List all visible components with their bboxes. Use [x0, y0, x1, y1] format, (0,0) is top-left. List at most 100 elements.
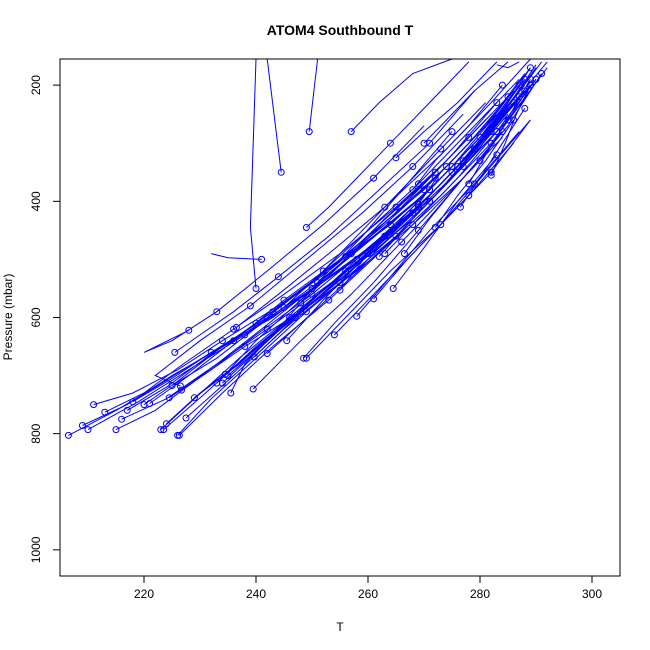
data-point	[493, 99, 501, 107]
data-point	[252, 285, 260, 292]
data-point	[64, 431, 72, 439]
series-profile	[305, 58, 319, 136]
y-axis-label: Pressure (mbar)	[1, 274, 15, 361]
series-line	[249, 58, 257, 289]
data-point	[171, 348, 179, 356]
series-line	[283, 78, 520, 308]
data-point	[246, 302, 254, 310]
data-point	[538, 70, 546, 77]
series-profile	[476, 75, 534, 165]
data-point	[160, 426, 168, 434]
series-line	[306, 119, 531, 359]
series-line	[104, 113, 492, 413]
data-point	[118, 415, 126, 423]
data-point	[526, 81, 534, 89]
series-line	[308, 58, 319, 132]
data-point	[182, 414, 190, 422]
series-profile	[143, 125, 425, 353]
data-point	[305, 128, 313, 136]
data-point	[178, 386, 185, 394]
series-line	[345, 90, 514, 257]
data-point	[420, 139, 428, 147]
data-point	[381, 203, 389, 211]
data-point	[370, 244, 378, 252]
series-line	[143, 125, 425, 353]
plot-frame	[59, 58, 621, 577]
series-profile	[496, 61, 520, 69]
data-point	[448, 128, 456, 136]
data-point	[414, 200, 422, 208]
data-point	[381, 232, 389, 240]
series-profile	[154, 113, 464, 390]
data-point	[84, 426, 92, 434]
series-profile	[319, 102, 486, 275]
data-point	[218, 379, 226, 387]
data-point	[330, 331, 338, 339]
data-point	[319, 267, 327, 275]
data-point	[370, 295, 378, 303]
data-point	[185, 326, 193, 334]
data-point	[123, 406, 131, 414]
data-point	[448, 163, 456, 170]
series-line	[496, 61, 520, 69]
data-point	[353, 312, 361, 320]
data-point	[465, 133, 473, 141]
x-axis-label: T	[336, 620, 344, 634]
series-profile	[456, 104, 529, 211]
data-point	[297, 299, 305, 307]
x-tick-label: 300	[582, 587, 602, 601]
series-line	[423, 61, 509, 144]
series-line	[216, 102, 514, 384]
data-point	[521, 104, 529, 112]
data-point	[426, 186, 434, 194]
series-line	[211, 253, 262, 260]
series-profile	[420, 61, 509, 147]
data-point	[302, 354, 310, 362]
series-profile	[336, 113, 498, 294]
chart-title: ATOM4 Southbound T	[267, 22, 414, 38]
series-profile	[171, 90, 475, 356]
data-point	[277, 168, 285, 176]
data-point	[129, 398, 137, 406]
data-point	[437, 145, 445, 153]
data-point	[218, 337, 226, 345]
data-point	[487, 168, 495, 176]
data-point	[308, 285, 316, 292]
series-line	[154, 113, 464, 387]
data-point	[302, 224, 310, 231]
data-point	[456, 203, 464, 211]
x-tick-label: 260	[358, 587, 378, 601]
series-line	[306, 61, 470, 228]
series-profile	[211, 253, 266, 263]
data-point	[510, 116, 518, 124]
series-profile	[409, 81, 506, 194]
data-point	[476, 157, 484, 165]
data-point	[263, 350, 271, 357]
data-point	[258, 255, 266, 263]
x-tick-label: 240	[246, 587, 266, 601]
data-point	[347, 128, 355, 136]
data-point	[515, 93, 523, 101]
data-point	[370, 174, 378, 182]
series-profile	[370, 119, 531, 303]
x-tick-label: 280	[470, 587, 490, 601]
data-point	[389, 285, 397, 292]
data-point	[224, 372, 232, 380]
data-point	[112, 426, 120, 434]
data-point	[274, 273, 282, 281]
data-point	[526, 64, 534, 72]
data-point	[414, 180, 422, 188]
series-line	[490, 84, 531, 176]
data-point	[232, 323, 240, 331]
data-point	[280, 296, 288, 304]
series-line	[356, 131, 520, 317]
data-point	[280, 304, 288, 312]
series-line	[322, 102, 486, 272]
series-layer	[64, 58, 548, 439]
x-tick-label: 220	[134, 587, 154, 601]
data-point	[465, 180, 473, 188]
data-point	[487, 171, 495, 179]
series-line	[459, 108, 526, 208]
